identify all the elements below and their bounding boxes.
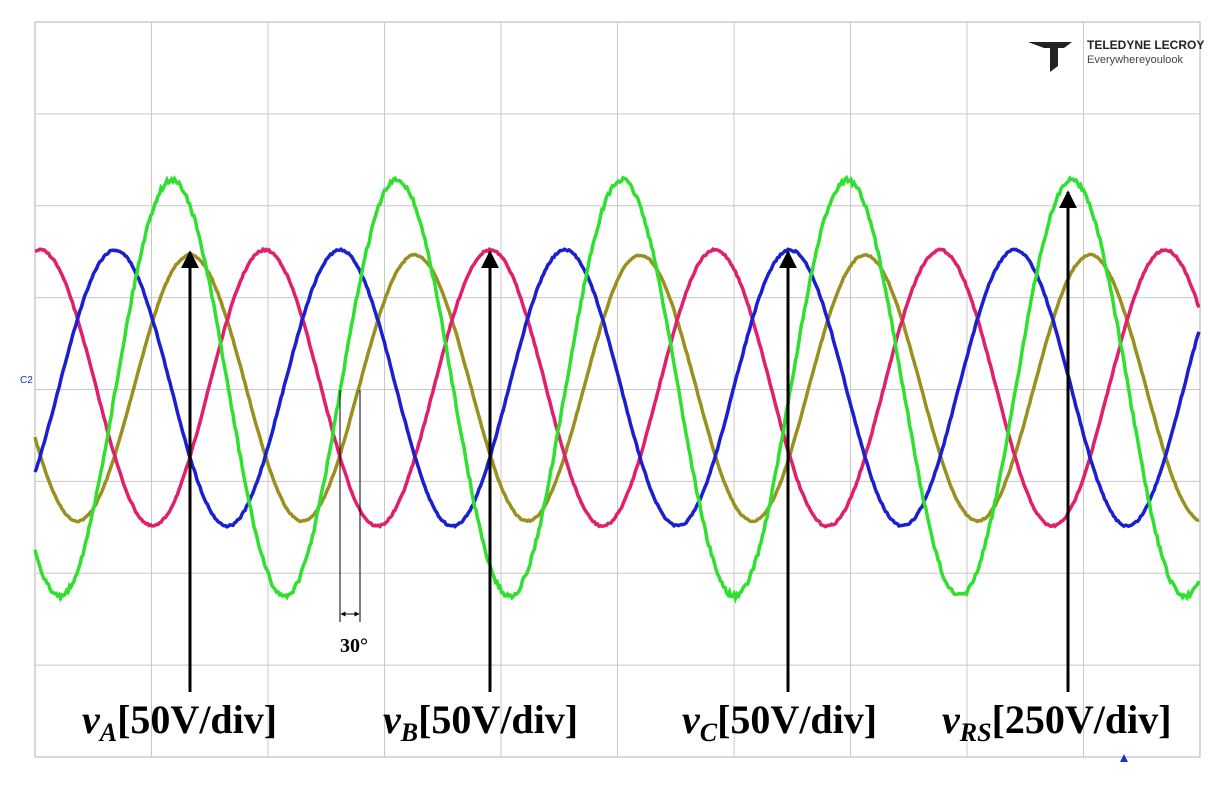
channel-labels: vA[50V/div] vB[50V/div] vC[50V/div] vRS[250… — [82, 697, 1172, 747]
phase-marker: 30° — [339, 390, 368, 657]
logo-tagline: Everywhereyoulook — [1087, 54, 1183, 66]
label-subscript: C — [700, 718, 718, 747]
arrows — [181, 190, 1077, 692]
phase-label: 30° — [340, 635, 368, 657]
label-scale: [50V/div] — [717, 697, 877, 742]
channel-label: vC[50V/div] — [682, 697, 877, 747]
waveforms — [33, 174, 1201, 604]
channel-label: vRS[250V/div] — [942, 697, 1172, 747]
label-scale: [50V/div] — [418, 697, 578, 742]
channel-marker: C2 — [20, 375, 33, 386]
waveform — [34, 246, 1201, 529]
trigger-marker — [1120, 754, 1128, 762]
waveform — [33, 252, 1200, 524]
label-symbol: v — [82, 697, 101, 742]
waveform — [33, 247, 1201, 529]
channel-label: vB[50V/div] — [383, 697, 578, 747]
label-scale: [50V/div] — [117, 697, 277, 742]
label-symbol: v — [942, 697, 961, 742]
label-subscript: A — [98, 718, 117, 747]
label-symbol: v — [383, 697, 402, 742]
label-scale: [250V/div] — [992, 697, 1172, 742]
logo: TELEDYNE LECROY Everywhereyoulook — [1028, 38, 1204, 72]
label-symbol: v — [682, 697, 701, 742]
label-subscript: B — [400, 718, 418, 747]
logo-brand: TELEDYNE LECROY — [1087, 38, 1204, 52]
waveform — [33, 174, 1201, 604]
channel-label: vA[50V/div] — [82, 697, 277, 747]
label-subscript: RS — [959, 718, 992, 747]
